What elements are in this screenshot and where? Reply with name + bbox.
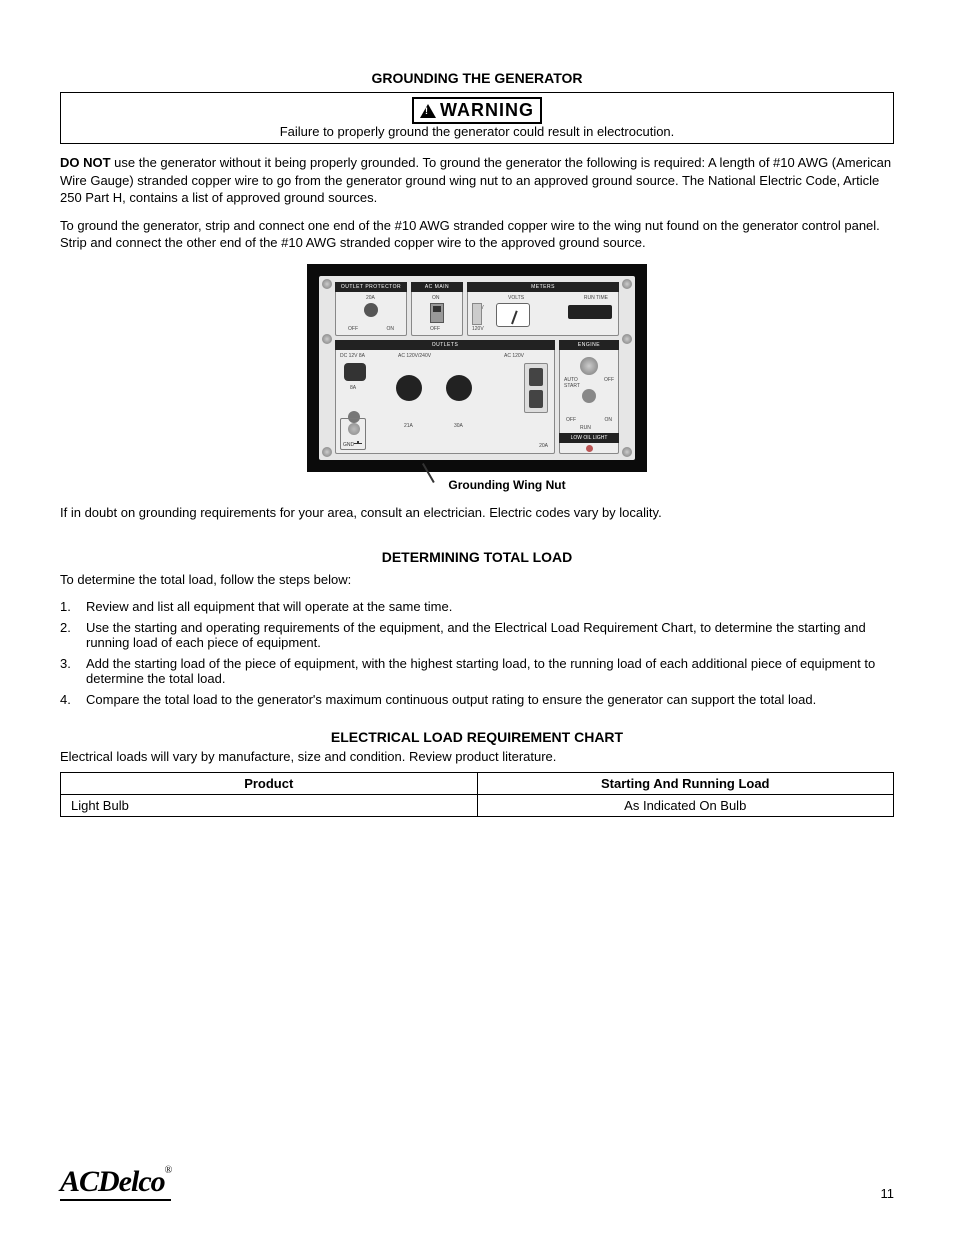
load-steps: 1.Review and list all equipment that wil… bbox=[60, 599, 894, 707]
screw-icon bbox=[622, 334, 632, 344]
gnd-label: GND bbox=[343, 442, 354, 448]
requirements-table: Product Starting And Running Load Light … bbox=[60, 772, 894, 817]
table-row: Light Bulb As Indicated On Bulb bbox=[61, 794, 894, 816]
step-item: 3.Add the starting load of the piece of … bbox=[60, 656, 894, 686]
choke-icon bbox=[582, 389, 596, 403]
voltage-selector-icon bbox=[472, 303, 482, 325]
screw-icon bbox=[322, 334, 332, 344]
load-intro: To determine the total load, follow the … bbox=[60, 571, 894, 589]
zone-header: AC MAIN bbox=[411, 282, 463, 292]
off-label: OFF bbox=[430, 326, 440, 332]
do-not-bold: DO NOT bbox=[60, 155, 111, 170]
on-label2: ON bbox=[605, 417, 613, 423]
zone-ac-main: AC MAIN ON OFF bbox=[411, 282, 463, 336]
zone-header: ENGINE bbox=[559, 340, 619, 350]
page-number: 11 bbox=[881, 1186, 895, 1201]
voltmeter-icon bbox=[496, 303, 530, 327]
step-item: 4.Compare the total load to the generato… bbox=[60, 692, 894, 707]
30a-label: 30A bbox=[454, 423, 463, 429]
off-label: OFF bbox=[604, 377, 614, 383]
control-panel-figure: OUTLET PROTECTOR 20A OFF ON AC MAIN ON O… bbox=[307, 264, 647, 492]
body-paragraph-3: If in doubt on grounding requirements fo… bbox=[60, 504, 894, 522]
off-label: OFF bbox=[348, 326, 358, 332]
low-oil-light-icon bbox=[586, 445, 593, 452]
keyswitch-icon bbox=[580, 357, 598, 375]
zone-header: METERS bbox=[467, 282, 619, 292]
20a-label: 20A bbox=[539, 443, 548, 449]
ac120-label: AC 120V bbox=[504, 353, 524, 359]
load-title: DETERMINING TOTAL LOAD bbox=[60, 549, 894, 565]
section-heading: GROUNDING THE GENERATOR bbox=[60, 70, 894, 86]
run-label: RUN bbox=[580, 425, 591, 431]
21a-label: 21A bbox=[404, 423, 413, 429]
breaker-knob-icon bbox=[364, 303, 378, 317]
ground-wingnut-box: GND bbox=[340, 418, 366, 450]
twistlock-outlet-icon bbox=[396, 375, 422, 401]
screw-icon bbox=[322, 447, 332, 457]
table-cell: Light Bulb bbox=[61, 794, 478, 816]
body-paragraph-1: DO NOT use the generator without it bein… bbox=[60, 154, 894, 207]
step-text: Review and list all equipment that will … bbox=[86, 599, 452, 614]
screw-icon bbox=[322, 279, 332, 289]
step-item: 2.Use the starting and operating require… bbox=[60, 620, 894, 650]
warning-triangle-icon bbox=[420, 104, 436, 118]
ground-wingnut-icon bbox=[348, 423, 360, 435]
zone-meters: METERS VOLTS RUN TIME 240V 120V bbox=[467, 282, 619, 336]
zone-header: OUTLETS bbox=[335, 340, 555, 350]
zone-outlets: OUTLETS DC 12V 8A AC 120V/240V AC 120V 8… bbox=[335, 340, 555, 454]
volts-label: VOLTS bbox=[508, 295, 524, 301]
step-text: Use the starting and operating requireme… bbox=[86, 620, 894, 650]
on-label: ON bbox=[432, 295, 440, 301]
page-footer: ACDelco® 11 bbox=[60, 1165, 894, 1201]
screw-icon bbox=[622, 447, 632, 457]
warning-bar: WARNING Failure to properly ground the g… bbox=[60, 92, 894, 144]
dc-outlet-icon bbox=[344, 363, 366, 381]
warning-text: Failure to properly ground the generator… bbox=[67, 124, 887, 139]
screw-icon bbox=[622, 279, 632, 289]
table-header: Starting And Running Load bbox=[477, 772, 894, 794]
warning-badge: WARNING bbox=[412, 97, 542, 124]
8a-label: 8A bbox=[350, 385, 356, 391]
low-oil-header: LOW OIL LIGHT bbox=[559, 433, 619, 443]
ground-symbol-icon bbox=[354, 441, 362, 447]
body-paragraph-2: To ground the generator, strip and conne… bbox=[60, 217, 894, 252]
zone-outlet-protector: OUTLET PROTECTOR 20A OFF ON bbox=[335, 282, 407, 336]
table-title: ELECTRICAL LOAD REQUIREMENT CHART bbox=[60, 729, 894, 745]
acdelco-logo: ACDelco® bbox=[60, 1165, 171, 1201]
duplex-outlet-icon bbox=[524, 363, 548, 413]
hour-meter-icon bbox=[568, 305, 612, 319]
ac120240-label: AC 120V/240V bbox=[398, 353, 431, 359]
amp-label: 20A bbox=[366, 295, 375, 301]
twistlock-outlet-icon bbox=[446, 375, 472, 401]
table-cell: As Indicated On Bulb bbox=[477, 794, 894, 816]
dc-label: DC 12V 8A bbox=[340, 353, 365, 359]
off-label2: OFF bbox=[566, 417, 576, 423]
runtime-label: RUN TIME bbox=[584, 295, 608, 301]
zone-header: OUTLET PROTECTOR bbox=[335, 282, 407, 292]
step-item: 1.Review and list all equipment that wil… bbox=[60, 599, 894, 614]
step-text: Compare the total load to the generator'… bbox=[86, 692, 816, 707]
body1a: use the generator without it being prope… bbox=[60, 155, 891, 205]
main-switch-icon bbox=[430, 303, 444, 323]
v120-label: 120V bbox=[472, 326, 484, 332]
on-label: ON bbox=[387, 326, 395, 332]
table-header: Product bbox=[61, 772, 478, 794]
zone-engine: ENGINE AUTO OFF START OFF ON RUN LOW OIL… bbox=[559, 340, 619, 454]
callout-label: Grounding Wing Nut bbox=[417, 478, 597, 492]
warning-word: WARNING bbox=[440, 100, 534, 121]
start-label: START bbox=[564, 383, 580, 389]
table-note: Electrical loads will vary by manufactur… bbox=[60, 749, 894, 764]
step-text: Add the starting load of the piece of eq… bbox=[86, 656, 894, 686]
